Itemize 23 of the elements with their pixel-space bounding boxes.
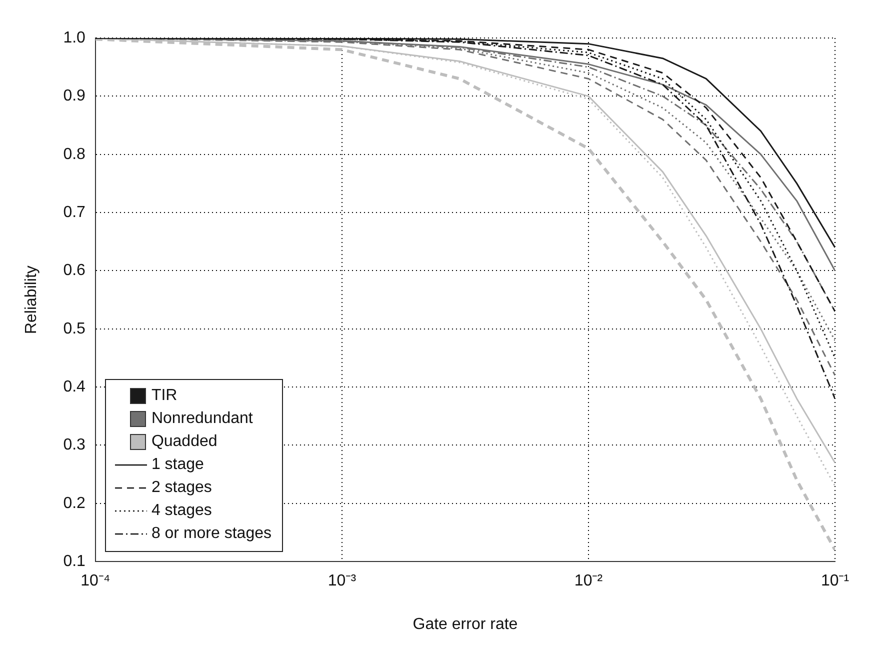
x-tick-label: 10⁻⁴	[80, 572, 110, 590]
annotation: 8 or more stages	[151, 525, 272, 544]
annotation: Nonredundant	[151, 410, 253, 428]
y-axis-title: Reliability	[23, 266, 40, 334]
x-tick-label: 10⁻¹	[820, 572, 850, 590]
x-axis-title: Gate error rate	[412, 616, 518, 633]
y-tick-label: 0.8	[63, 146, 86, 163]
y-tick-label: 0.2	[63, 494, 86, 512]
y-tick-label: 0.9	[63, 88, 86, 105]
annotation: 1 stage	[151, 456, 204, 474]
annotation: Quadded	[151, 433, 218, 452]
y-tick-label: 1.0	[63, 29, 86, 46]
x-tick-label: 10⁻³	[328, 572, 357, 590]
x-tick-label: 10⁻²	[574, 572, 604, 590]
annotation: TIR	[151, 387, 178, 406]
y-tick-label: 0.4	[63, 378, 86, 396]
y-tick-label: 0.5	[63, 320, 86, 338]
y-tick-label: 0.6	[63, 262, 86, 280]
annotation: 2 stages	[151, 479, 212, 498]
y-tick-label: 0.1	[63, 553, 86, 570]
annotation: 4 stages	[151, 502, 212, 520]
y-tick-label: 0.7	[63, 204, 86, 221]
y-tick-label: 0.3	[63, 436, 86, 454]
